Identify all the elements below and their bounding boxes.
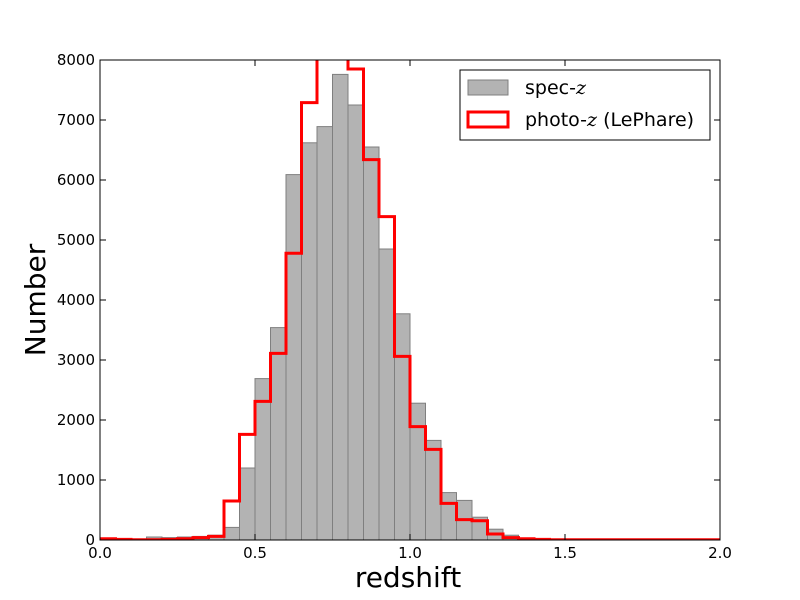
y-tick-label: 2000 [57, 411, 95, 429]
legend-swatch-photo-z [466, 110, 510, 129]
legend-entry-spec-z-prefix: spec- [525, 77, 576, 99]
legend-entry-spec-z-italic: z [575, 77, 587, 99]
y-axis-label: Number [19, 243, 52, 356]
y-tick-label: 1000 [57, 471, 95, 489]
spec-z-bar [239, 467, 256, 540]
x-tick-label: 0.0 [88, 544, 112, 562]
x-axis-label: redshift [355, 561, 461, 594]
y-tick-label: 6000 [57, 171, 95, 189]
spec-z-bar [332, 73, 349, 540]
spec-z-bar [223, 526, 240, 540]
legend: spec-z photo-z (LePhare) [459, 69, 711, 141]
legend-entry-spec-z: spec-z [525, 77, 587, 99]
y-tick-label: 4000 [57, 291, 95, 309]
spec-z-bar [363, 146, 380, 540]
spec-z-bar [394, 313, 411, 540]
spec-z-bar [316, 126, 333, 540]
spec-z-bar [409, 402, 426, 540]
legend-entry-photo-z-prefix: photo- [525, 109, 587, 131]
x-tick-label: 0.5 [243, 544, 267, 562]
y-tick-label: 8000 [57, 51, 95, 69]
spec-z-histogram [100, 73, 720, 540]
spec-z-bar [378, 248, 395, 540]
x-tick-label: 2.0 [708, 544, 732, 562]
y-tick-label: 0 [85, 531, 95, 549]
y-tick-label: 7000 [57, 111, 95, 129]
spec-z-bar [285, 174, 302, 540]
spec-z-bar [440, 492, 457, 540]
x-tick-label: 1.5 [553, 544, 577, 562]
spec-z-bar [347, 104, 364, 540]
y-tick-label: 3000 [57, 351, 95, 369]
legend-swatch-spec-z [467, 79, 509, 96]
spec-z-bar [270, 327, 287, 540]
x-tick-label: 1.0 [398, 544, 422, 562]
spec-z-bar [301, 142, 318, 540]
y-axis: 0 1000 2000 3000 4000 5000 6000 7000 8000 [57, 51, 720, 549]
y-tick-label: 5000 [57, 231, 95, 249]
spec-z-bar [425, 439, 442, 540]
legend-entry-photo-z-italic: z [586, 109, 598, 131]
legend-entry-photo-z: photo-z (LePhare) [525, 109, 694, 131]
x-axis: 0.0 0.5 1.0 1.5 2.0 [88, 60, 732, 562]
legend-entry-photo-z-suffix: (LePhare) [597, 109, 694, 131]
